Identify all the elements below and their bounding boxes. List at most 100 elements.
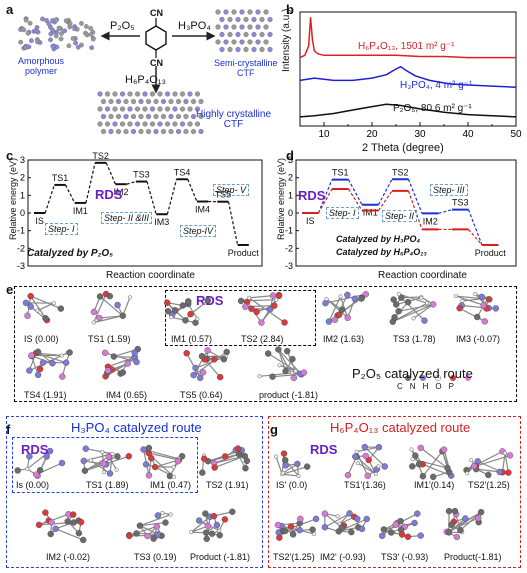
semi-atom	[267, 46, 273, 53]
reagent-h3po4: H₃PO₄	[178, 20, 211, 32]
atom	[110, 451, 115, 456]
atom	[106, 292, 114, 300]
chart-b-frame	[299, 11, 517, 127]
atom	[274, 454, 279, 459]
atom	[282, 462, 289, 469]
highly-atom	[108, 128, 114, 135]
f-cap-3: TS2 (1.91)	[206, 480, 249, 490]
panel-f-label: f	[6, 422, 11, 437]
atom	[465, 471, 470, 476]
bond	[139, 525, 159, 535]
amorphous-polymer-image	[18, 16, 96, 52]
atom	[475, 515, 482, 522]
energy-connector	[146, 181, 157, 215]
atom	[404, 533, 412, 540]
amorphous-atom	[89, 45, 95, 51]
atom	[378, 532, 386, 540]
panel-b-label: b	[286, 2, 294, 17]
atom	[346, 510, 353, 517]
atom	[27, 292, 34, 300]
panel-f-border	[6, 416, 263, 568]
highly-atom	[164, 121, 171, 127]
atom	[496, 468, 503, 476]
atom	[133, 530, 140, 537]
atom	[154, 531, 162, 538]
panel-c-label: c	[6, 148, 14, 163]
bond	[37, 302, 55, 312]
amorphous-atom	[63, 18, 69, 24]
atom-c: C	[397, 382, 410, 391]
atom	[321, 524, 329, 531]
bond	[214, 455, 246, 469]
e-cap-7: TS4 (1.91)	[24, 390, 67, 400]
atom	[258, 319, 265, 326]
highly-atom	[172, 91, 178, 97]
energy-connector	[85, 162, 96, 204]
atom	[462, 515, 469, 522]
atom	[297, 515, 304, 523]
amorphous-atom	[50, 43, 56, 49]
energy-state-label: TS4	[174, 167, 191, 177]
bond	[401, 296, 422, 299]
atom	[114, 301, 121, 309]
atom	[96, 314, 103, 322]
cn-top: CN	[150, 8, 163, 18]
atom	[179, 302, 187, 309]
atom	[195, 316, 200, 321]
legend-oxygen	[450, 375, 456, 381]
amorphous-atom	[70, 36, 76, 41]
atom	[338, 294, 343, 299]
energy-connector	[407, 179, 423, 214]
highly-atom	[119, 106, 126, 112]
energy-tick-label: -3	[17, 261, 25, 271]
chart-d-step2: Step- II	[382, 210, 418, 222]
energy-connector	[317, 188, 333, 214]
atom	[105, 453, 112, 460]
semi-atom	[223, 24, 229, 30]
atom	[338, 524, 345, 531]
semi-atom	[263, 24, 269, 30]
highly-atom	[164, 91, 171, 97]
atom	[237, 297, 245, 305]
atom-n: N	[409, 382, 423, 391]
highly-label: Highly crystalline CTF	[196, 109, 272, 130]
highly-atom	[190, 98, 197, 105]
atom	[145, 472, 153, 479]
atom	[277, 363, 282, 368]
semi-atom	[235, 46, 241, 53]
energy-state-label: TS1	[52, 173, 69, 183]
atom	[142, 461, 150, 468]
atom	[204, 347, 211, 354]
semi-atom	[231, 24, 237, 30]
semi-atom	[251, 31, 257, 38]
atom	[381, 463, 388, 470]
atom	[281, 470, 286, 475]
highly-atom	[179, 91, 186, 97]
highly-atom	[123, 98, 129, 105]
highly-atom	[138, 128, 144, 135]
energy-state-label: TS3	[452, 198, 469, 208]
atom	[280, 450, 288, 457]
bond	[324, 512, 350, 528]
bond	[446, 517, 479, 533]
atom	[453, 533, 460, 541]
atom	[309, 526, 316, 533]
atom	[203, 535, 210, 543]
highly-atom	[187, 91, 193, 97]
highly-atom	[160, 98, 167, 105]
atom	[242, 465, 249, 472]
atom	[26, 367, 33, 374]
highly-atom	[149, 91, 156, 97]
semi-atom	[247, 24, 253, 30]
bond	[281, 466, 308, 475]
highly-atom	[183, 128, 189, 135]
atom	[43, 453, 50, 460]
atom	[100, 450, 105, 455]
highly-atom	[179, 106, 186, 112]
energy-connector	[468, 229, 483, 246]
semi-atom	[259, 46, 265, 53]
highly-atom	[104, 106, 111, 112]
energy-state-label: IM2	[114, 187, 129, 197]
chart-d-rds: RDS	[298, 188, 326, 203]
